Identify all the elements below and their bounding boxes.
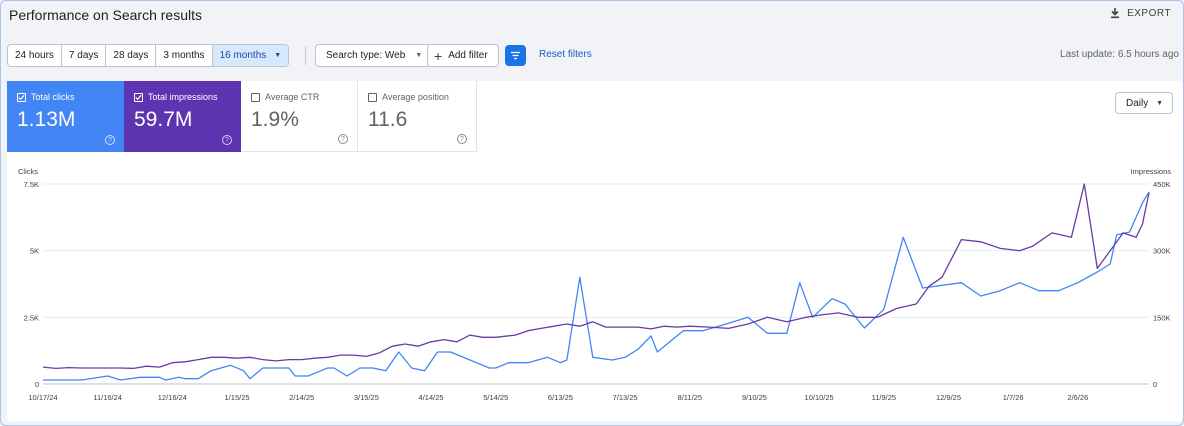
caret-down-icon: ▼ [1156,99,1163,107]
help-icon[interactable]: ? [222,135,232,145]
x-axis-tick: 2/14/25 [289,393,314,402]
checkbox-checked-icon[interactable] [134,92,143,102]
left-axis-tick: 0 [35,380,39,389]
metric-value: 11.6 [368,108,408,131]
metric-label: Average position [382,92,449,102]
granularity-dropdown[interactable]: Daily ▼ [1115,92,1173,114]
metric-label: Average CTR [265,92,320,102]
right-axis-tick: 0 [1153,380,1157,389]
x-axis-tick: 1/15/25 [225,393,250,402]
range-7-days[interactable]: 7 days [62,45,107,66]
right-axis-tick: 150K [1153,313,1171,322]
metric-label-row: Average CTR [251,92,347,102]
range-3-months[interactable]: 3 months [156,45,213,66]
x-axis-tick: 11/16/24 [93,393,122,402]
checkbox-unchecked-icon[interactable] [368,92,377,102]
help-icon[interactable]: ? [338,134,348,144]
metric-value: 1.13M [17,108,76,131]
metric-average-ctr[interactable]: Average CTR 1.9% ? [241,81,358,152]
last-update-text: Last update: 6.5 hours ago [1060,49,1179,60]
x-axis-tick: 5/14/25 [483,393,508,402]
x-axis-tick: 4/14/25 [419,393,444,402]
range-label: 7 days [68,50,99,61]
x-axis-tick: 9/10/25 [742,393,767,402]
metric-label: Total impressions [148,92,218,102]
export-button[interactable]: EXPORT [1109,7,1171,19]
x-axis-tick: 12/9/25 [936,393,961,402]
help-icon[interactable]: ? [457,134,467,144]
x-axis-tick: 2/6/26 [1067,393,1088,402]
metric-value: 1.9% [251,108,299,131]
help-icon[interactable]: ? [105,135,115,145]
metric-label-row: Average position [368,92,466,102]
metric-label: Total clicks [31,92,75,102]
x-axis-tick: 6/13/25 [548,393,573,402]
x-axis-tick: 1/7/26 [1003,393,1024,402]
download-icon [1111,8,1120,19]
range-label: 16 months [219,50,267,61]
toolbar: 24 hours 7 days 28 days 3 months 16 mont… [7,44,1179,68]
caret-down-icon: ▼ [415,52,423,59]
metric-value: 59.7M [134,108,193,131]
filter-button[interactable] [505,45,526,66]
clicks-series-line [43,191,1150,381]
metric-total-clicks[interactable]: Total clicks 1.13M ? [7,81,124,152]
checkbox-unchecked-icon[interactable] [251,92,260,102]
x-axis-tick: 10/10/25 [805,393,834,402]
metric-label-row: Total clicks [17,92,114,102]
add-filter-label: Add filter [448,50,488,61]
range-28-days[interactable]: 28 days [106,45,157,66]
metric-average-position[interactable]: Average position 11.6 ? [358,81,477,152]
x-axis-tick: 3/15/25 [354,393,379,402]
range-24-hours[interactable]: 24 hours [8,45,62,66]
right-axis-tick: 300K [1153,247,1171,256]
right-axis-label: Impressions [1131,167,1172,176]
export-label: EXPORT [1127,7,1171,19]
x-axis-tick: 12/16/24 [158,393,187,402]
checkbox-checked-icon[interactable] [17,92,26,102]
toolbar-divider [305,46,306,65]
metric-total-impressions[interactable]: Total impressions 59.7M ? [124,81,241,152]
metric-label-row: Total impressions [134,92,231,102]
left-axis-tick: 2.5K [24,313,39,322]
x-axis-tick: 8/11/25 [678,393,702,402]
date-range-group: 24 hours 7 days 28 days 3 months 16 mont… [7,44,290,67]
performance-card: Total clicks 1.13M ? Total impressions 5… [7,81,1183,421]
range-label: 3 months [163,50,205,61]
page-title: Performance on Search results [9,7,202,23]
left-axis-label: Clicks [18,167,38,176]
left-axis-tick: 7.5K [24,180,39,189]
search-type-label: Search type: Web [326,50,406,61]
range-label: 24 hours [15,50,54,61]
filter-icon [511,51,520,60]
plus-icon: + [434,47,443,64]
reset-filters-link[interactable]: Reset filters [539,49,592,60]
left-axis-tick: 5K [30,247,39,256]
search-type-dropdown[interactable]: Search type: Web ▼ [315,44,432,67]
caret-down-icon: ▼ [274,52,282,59]
granularity-label: Daily [1126,97,1149,109]
range-label: 28 days [113,50,149,61]
x-axis-tick: 11/9/25 [872,393,896,402]
add-filter-button[interactable]: + Add filter [427,44,499,67]
x-axis-tick: 7/13/25 [613,393,638,402]
x-axis-tick: 10/17/24 [28,393,57,402]
panel-header: Performance on Search results EXPORT [9,7,1171,29]
performance-chart: 0 0 2.5K 150K 5K 300K 7.5K 450K Clicks Impression… [18,167,1172,402]
right-axis-tick: 450K [1153,180,1171,189]
range-16-months[interactable]: 16 months ▼ [212,45,289,66]
impressions-series-line [42,183,1150,370]
